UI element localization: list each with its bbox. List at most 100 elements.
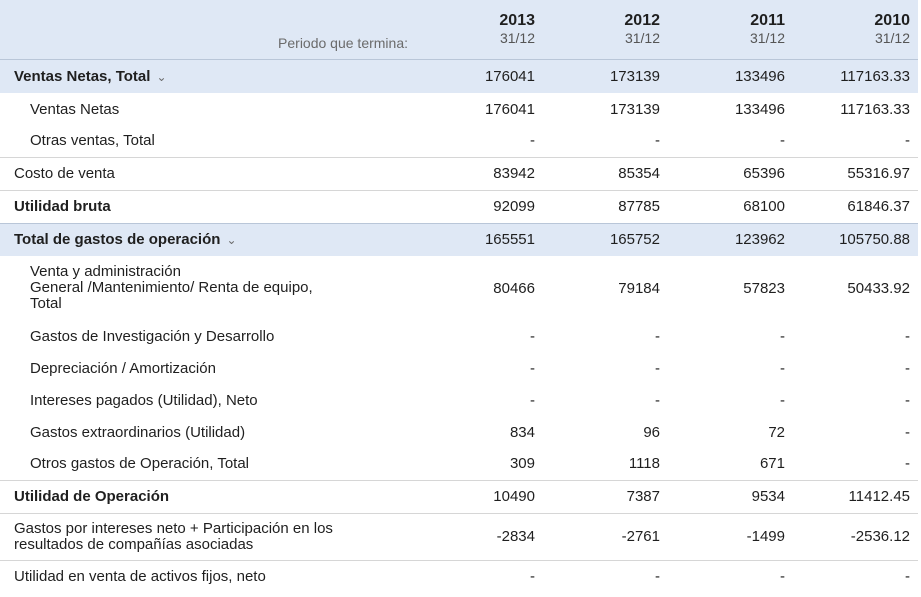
value-cell: -2761 bbox=[621, 528, 660, 545]
date-label: 31/12 bbox=[874, 30, 910, 47]
row-label: Gastos extraordinarios (Utilidad) bbox=[30, 423, 246, 441]
header-row: Periodo que termina: 2013 31/12 2012 31/12… bbox=[0, 0, 918, 59]
year-column-2013: 2013 31/12 bbox=[418, 0, 543, 59]
row-utilidad-bruta: Utilidad bruta 92099 87785 68100 61846.3… bbox=[0, 190, 918, 223]
value-cell: - bbox=[905, 327, 910, 345]
value-cell: 7387 bbox=[626, 488, 660, 505]
value-cell: 72 bbox=[768, 423, 785, 441]
value-cell: 176041 bbox=[484, 67, 535, 85]
value-cell: 11412.45 bbox=[848, 488, 910, 505]
value-cell: 85354 bbox=[618, 165, 660, 182]
row-label[interactable]: Ventas Netas, Total ⌄ bbox=[14, 67, 167, 85]
value-cell: - bbox=[655, 132, 660, 150]
row-label: Gastos de Investigación y Desarrollo bbox=[30, 327, 275, 345]
value-cell: 173139 bbox=[609, 100, 660, 118]
value-cell: 9534 bbox=[751, 488, 785, 505]
row-venta-administracion: Venta y administración General /Mantenimi… bbox=[0, 256, 918, 320]
row-utilidad-operacion: Utilidad de Operación 10490 7387 9534 11… bbox=[0, 480, 918, 513]
value-cell: 80466 bbox=[493, 279, 535, 297]
value-cell: 173139 bbox=[609, 67, 660, 85]
value-cell: -1499 bbox=[746, 528, 785, 545]
row-ventas-netas-total[interactable]: Ventas Netas, Total ⌄ 176041 173139 13349… bbox=[0, 59, 918, 93]
value-cell: - bbox=[905, 132, 910, 150]
row-label: Costo de venta bbox=[14, 165, 115, 182]
year-column-2010: 2010 31/12 bbox=[793, 0, 918, 59]
value-cell: - bbox=[905, 568, 910, 586]
value-cell: - bbox=[905, 391, 910, 409]
row-total-gastos-operacion[interactable]: Total de gastos de operación ⌄ 165551 165… bbox=[0, 223, 918, 256]
row-depreciacion-amortizacion: Depreciación / Amortización - - - - bbox=[0, 352, 918, 384]
row-label[interactable]: Total de gastos de operación ⌄ bbox=[14, 231, 237, 249]
value-cell: - bbox=[530, 391, 535, 409]
value-cell: - bbox=[905, 423, 910, 441]
value-cell: 165551 bbox=[484, 231, 535, 249]
row-intereses-pagados: Intereses pagados (Utilidad), Neto - - -… bbox=[0, 384, 918, 416]
row-label: Otros gastos de Operación, Total bbox=[30, 455, 250, 473]
year-label: 2012 bbox=[624, 12, 660, 30]
value-cell: 10490 bbox=[493, 488, 535, 505]
year-label: 2011 bbox=[750, 12, 785, 30]
value-cell: 176041 bbox=[484, 100, 535, 118]
year-label: 2013 bbox=[499, 12, 535, 30]
value-cell: - bbox=[655, 568, 660, 586]
value-cell: 50433.92 bbox=[847, 279, 910, 297]
row-investigacion-desarrollo: Gastos de Investigación y Desarrollo - -… bbox=[0, 320, 918, 352]
row-utilidad-venta-activos: Utilidad en venta de activos fijos, neto… bbox=[0, 560, 918, 593]
value-cell: 68100 bbox=[743, 198, 785, 215]
value-cell: - bbox=[530, 132, 535, 150]
value-cell: 133496 bbox=[734, 67, 785, 85]
value-cell: 123962 bbox=[734, 231, 785, 249]
row-label: Utilidad en venta de activos fijos, neto bbox=[14, 568, 266, 586]
value-cell: 55316.97 bbox=[847, 165, 910, 182]
date-label: 31/12 bbox=[749, 30, 785, 47]
value-cell: - bbox=[780, 359, 785, 377]
value-cell: -2834 bbox=[496, 528, 535, 545]
row-label: Otras ventas, Total bbox=[30, 132, 155, 150]
row-label: Gastos por intereses neto + Participació… bbox=[14, 519, 333, 553]
row-otras-ventas-total: Otras ventas, Total - - - - bbox=[0, 125, 918, 157]
value-cell: - bbox=[655, 391, 660, 409]
value-cell: 165752 bbox=[609, 231, 660, 249]
value-cell: - bbox=[655, 359, 660, 377]
value-cell: 92099 bbox=[493, 198, 535, 215]
value-cell: - bbox=[780, 391, 785, 409]
row-ventas-netas: Ventas Netas 176041 173139 133496 117163… bbox=[0, 93, 918, 125]
value-cell: - bbox=[905, 359, 910, 377]
period-label: Periodo que termina: bbox=[278, 34, 408, 51]
row-label: Ventas Netas bbox=[30, 100, 120, 118]
value-cell: - bbox=[780, 568, 785, 586]
row-gastos-extraordinarios: Gastos extraordinarios (Utilidad) 834 96… bbox=[0, 416, 918, 448]
row-costo-de-venta: Costo de venta 83942 85354 65396 55316.9… bbox=[0, 157, 918, 190]
chevron-down-icon[interactable]: ⌄ bbox=[226, 233, 237, 248]
value-cell: 61846.37 bbox=[847, 198, 910, 215]
value-cell: 117163.33 bbox=[840, 100, 910, 118]
value-cell: 309 bbox=[509, 455, 535, 473]
value-cell: -2536.12 bbox=[850, 528, 910, 545]
value-cell: - bbox=[905, 455, 910, 473]
value-cell: - bbox=[655, 327, 660, 345]
value-cell: - bbox=[530, 327, 535, 345]
row-label: Intereses pagados (Utilidad), Neto bbox=[30, 391, 258, 409]
value-cell: 83942 bbox=[493, 165, 535, 182]
year-column-2012: 2012 31/12 bbox=[543, 0, 668, 59]
row-otros-gastos-operacion: Otros gastos de Operación, Total 309 111… bbox=[0, 448, 918, 480]
value-cell: - bbox=[780, 327, 785, 345]
row-label: Depreciación / Amortización bbox=[30, 359, 216, 377]
value-cell: - bbox=[530, 568, 535, 586]
value-cell: 57823 bbox=[743, 279, 785, 297]
chevron-down-icon[interactable]: ⌄ bbox=[156, 69, 167, 84]
value-cell: 671 bbox=[759, 455, 785, 473]
value-cell: 96 bbox=[643, 423, 660, 441]
value-cell: - bbox=[780, 132, 785, 150]
value-cell: 133496 bbox=[734, 100, 785, 118]
value-cell: 79184 bbox=[618, 279, 660, 297]
row-label: Utilidad bruta bbox=[14, 198, 111, 215]
year-label: 2010 bbox=[874, 12, 910, 30]
date-label: 31/12 bbox=[499, 30, 535, 47]
value-cell: 1118 bbox=[628, 455, 660, 473]
date-label: 31/12 bbox=[624, 30, 660, 47]
value-cell: 87785 bbox=[618, 198, 660, 215]
value-cell: - bbox=[530, 359, 535, 377]
row-label: Venta y administración General /Mantenimi… bbox=[30, 263, 313, 312]
